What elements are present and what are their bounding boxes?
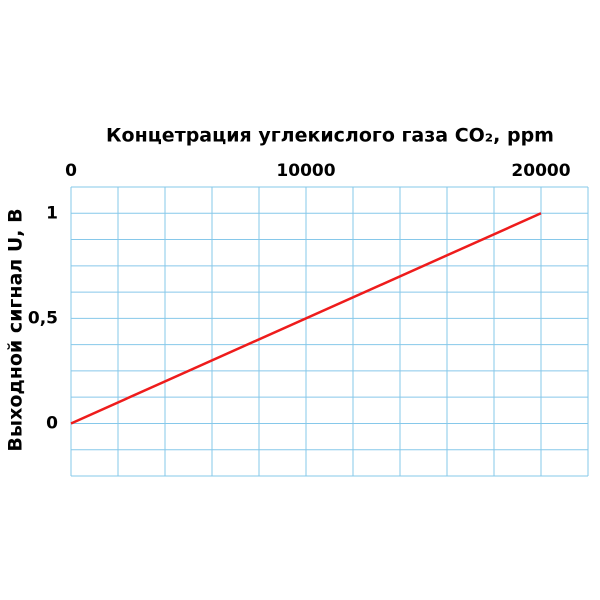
y-axis-label: Выходной сигнал U, В (5, 208, 27, 451)
x-tick-label: 10000 (276, 161, 335, 181)
y-tick-label: 0,5 (28, 308, 58, 328)
x-tick-label: 0 (65, 161, 77, 181)
x-tick-label: 20000 (511, 161, 570, 181)
y-tick-label: 0 (46, 413, 58, 433)
y-tick-label: 1 (46, 203, 58, 223)
chart-title: Концетрация углекислого газа CO₂, ppm (106, 125, 554, 147)
data-line (70, 212, 542, 425)
